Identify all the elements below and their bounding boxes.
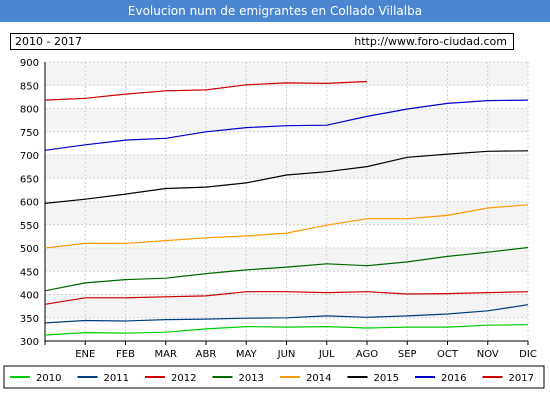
legend: 2010 2011 2012 2013 2014 2015 2016 2017 <box>3 365 545 389</box>
legend-label-2016: 2016 <box>441 373 466 384</box>
series-line-2017 <box>44 80 368 101</box>
series-line-2010 <box>44 324 529 336</box>
y-tick-label: 600 <box>20 198 39 209</box>
y-tick-label: 850 <box>20 81 39 92</box>
y-tick-label: 500 <box>20 244 39 255</box>
x-tick-label: AGO <box>356 349 378 360</box>
x-tick-label: ABR <box>196 349 217 360</box>
legend-label-2013: 2013 <box>239 373 264 384</box>
series-line-2011 <box>44 304 529 324</box>
x-tick-label: SEP <box>398 349 417 360</box>
y-axis-ticks: 300 350 400 450 500 550 600 650 700 750 800 850 900 <box>20 58 39 348</box>
legend-box <box>3 365 545 389</box>
series-lines <box>44 80 529 336</box>
y-tick-label: 750 <box>20 128 39 139</box>
x-tick-label: JUN <box>277 349 296 360</box>
y-tick-label: 400 <box>20 291 39 302</box>
x-tick-label: MAR <box>155 349 177 360</box>
legend-label-2014: 2014 <box>306 373 331 384</box>
x-tick-label: NOV <box>477 349 499 360</box>
y-tick-label: 350 <box>20 314 39 325</box>
series-line-2016 <box>44 99 529 151</box>
source-url: http://www.foro-ciudad.com <box>354 35 507 48</box>
legend-label-2010: 2010 <box>36 373 61 384</box>
plot-band <box>45 201 528 225</box>
x-tick-label: OCT <box>437 349 459 360</box>
series-line-2014 <box>44 204 529 249</box>
y-tick-label: 900 <box>20 58 39 69</box>
y-tick-label: 700 <box>20 151 39 162</box>
x-tick-label: FEB <box>116 349 135 360</box>
series-line-2013 <box>44 246 529 292</box>
x-tick-label: JUL <box>318 349 335 360</box>
chart-title: Evolucion num de emigrantes en Collado V… <box>0 0 550 22</box>
period-label: 2010 - 2017 <box>15 35 82 48</box>
legend-label-2015: 2015 <box>374 373 399 384</box>
legend-label-2011: 2011 <box>104 373 129 384</box>
x-tick-label: ENE <box>75 349 95 360</box>
y-tick-label: 450 <box>20 267 39 278</box>
series-line-2012 <box>44 291 529 305</box>
axes <box>44 62 529 345</box>
y-tick-label: 550 <box>20 221 39 232</box>
x-tick-label: MAY <box>236 349 258 360</box>
x-axis-ticks: ENE FEB MAR ABR MAY JUN JUL AGO SEP OCT NOV DIC <box>75 349 537 360</box>
plot-band <box>45 62 528 86</box>
x-tick-label: DIC <box>519 349 537 360</box>
legend-label-2017: 2017 <box>509 373 534 384</box>
y-tick-label: 800 <box>20 105 39 116</box>
y-tick-label: 300 <box>20 337 39 348</box>
series-line-2015 <box>44 150 529 204</box>
y-tick-label: 650 <box>20 174 39 185</box>
legend-label-2012: 2012 <box>171 373 196 384</box>
info-bar: 2010 - 2017 http://www.foro-ciudad.com <box>10 33 514 50</box>
